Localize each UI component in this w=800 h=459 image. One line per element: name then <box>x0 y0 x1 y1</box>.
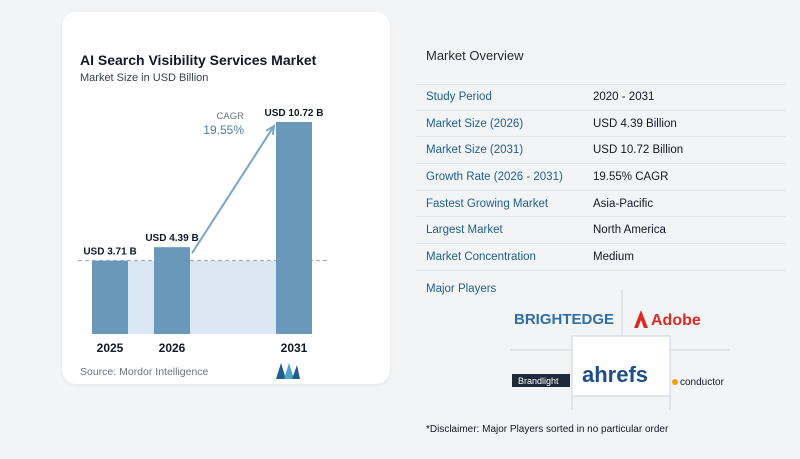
mordor-logo-icon <box>276 363 300 379</box>
conductor-logo-icon <box>672 379 678 385</box>
overview-row: Growth Rate (2026 - 2031) 19.55% CAGR <box>416 164 786 191</box>
cagr-arrow-head <box>265 124 276 136</box>
x-tick-label: 2026 <box>159 341 186 355</box>
data-label: USD 3.71 B <box>83 247 136 258</box>
x-tick-label: 2031 <box>281 341 308 355</box>
chart-title: AI Search Visibility Services Market <box>80 52 317 68</box>
adobe-logo-icon <box>634 310 648 328</box>
cagr-arrow <box>191 125 275 254</box>
player-brandlight: Brandlight <box>518 376 559 386</box>
player-ahrefs: ahrefs <box>582 362 648 387</box>
player-brightedge: BRIGHTEDGE <box>514 311 614 328</box>
bar-2026 <box>154 247 190 334</box>
bar-chart: USD 3.71 B 2025 USD 4.39 B 2026 USD 10.72 B 2… <box>78 108 328 355</box>
growth-shade <box>92 260 312 334</box>
overview-row-label: Market Concentration <box>426 250 536 263</box>
major-players-logos: BRIGHTEDGE Adobe Brandlight ahrefs condu… <box>510 288 730 412</box>
overview-row-value: 2020 - 2031 <box>593 91 655 104</box>
data-label: USD 10.72 B <box>265 108 324 119</box>
chart-subtitle: Market Size in USD Billion <box>80 72 209 84</box>
overview-row: Study Period 2020 - 2031 <box>416 84 786 111</box>
overview-row-value: North America <box>593 224 666 237</box>
overview-row-label: Growth Rate (2026 - 2031) <box>426 170 563 183</box>
source-note: Source: Mordor Intelligence <box>80 366 209 378</box>
cagr-value: 19.55% <box>203 123 244 137</box>
overview-row: Market Size (2031) USD 10.72 Billion <box>416 137 786 165</box>
overview-row-value: USD 10.72 Billion <box>593 144 684 157</box>
chart-card: AI Search Visibility Services Market Mar… <box>62 12 390 384</box>
overview-row-value: 19.55% CAGR <box>593 170 669 183</box>
data-label: USD 4.39 B <box>145 233 198 244</box>
market-overview: Market Overview Study Period 2020 - 2031 M… <box>416 0 786 459</box>
bar-2025 <box>92 260 128 334</box>
player-adobe: Adobe <box>651 312 701 329</box>
overview-row-label: Study Period <box>426 91 492 104</box>
player-conductor: conductor <box>680 377 725 388</box>
overview-row: Market Size (2026) USD 4.39 Billion <box>416 111 786 138</box>
x-tick-label: 2025 <box>97 341 124 355</box>
bar-2031 <box>276 122 312 334</box>
overview-row: Market Concentration Medium <box>416 244 786 271</box>
cagr-label: CAGR <box>217 111 245 122</box>
overview-row-value: Medium <box>593 250 634 263</box>
overview-row-label: Fastest Growing Market <box>426 197 549 210</box>
overview-row-label: Market Size (2031) <box>426 144 524 157</box>
overview-row-value: USD 4.39 Billion <box>593 117 677 130</box>
players-title: Major Players <box>426 283 497 295</box>
overview-table: Study Period 2020 - 2031 Market Size (2026… <box>416 84 786 271</box>
overview-row: Largest Market North America <box>416 217 786 245</box>
disclaimer: *Disclaimer: Major Players sorted in no … <box>426 424 669 435</box>
overview-title: Market Overview <box>426 48 524 63</box>
overview-row-label: Largest Market <box>426 224 503 237</box>
overview-row-label: Market Size (2026) <box>426 117 524 130</box>
overview-row: Fastest Growing Market Asia-Pacific <box>416 191 786 218</box>
overview-row-value: Asia-Pacific <box>593 197 654 210</box>
